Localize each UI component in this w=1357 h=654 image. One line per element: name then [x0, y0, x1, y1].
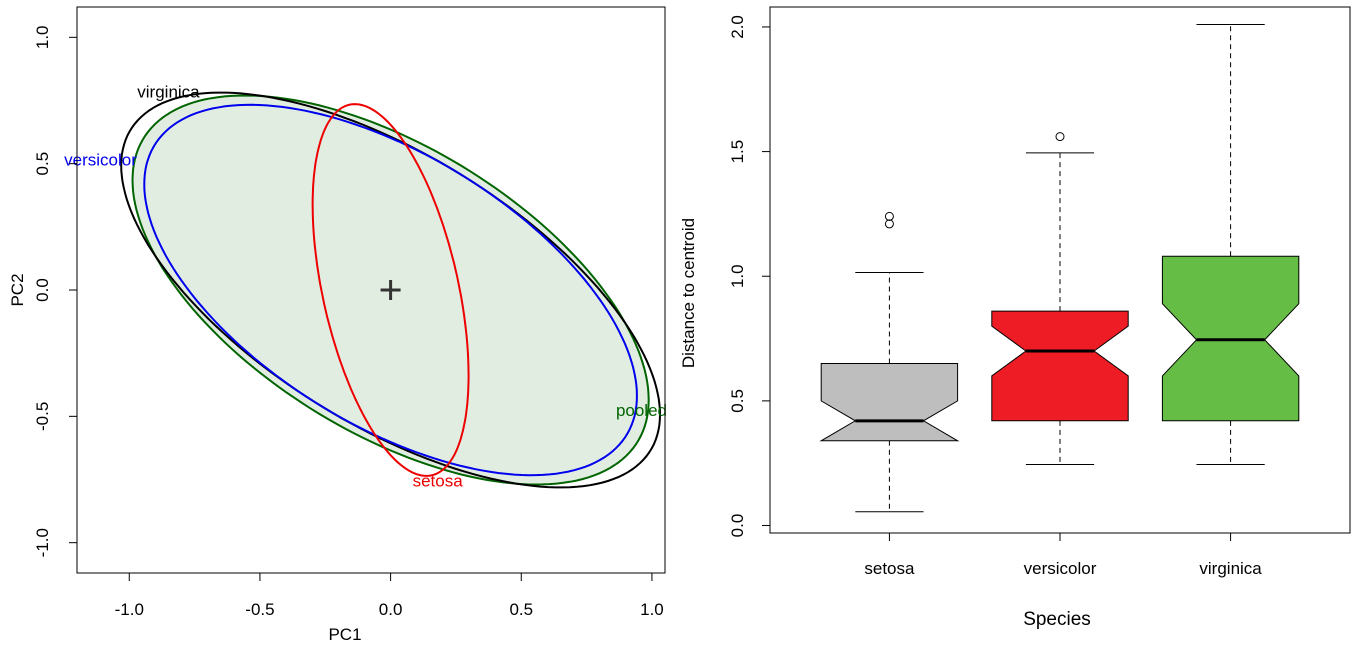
ellipse-label-setosa: setosa	[413, 472, 464, 491]
left-x-axis-title: PC1	[328, 625, 361, 644]
left-y-tick-label: -0.5	[33, 402, 52, 431]
ellipse-label-virginica: virginica	[137, 82, 200, 101]
right-x-axis: setosa versicolor virginica	[864, 532, 1262, 578]
left-x-axis: -1.0 -0.5 0.0 0.5 1.0	[115, 572, 664, 619]
outlier-point	[884, 219, 894, 229]
category-label-virginica: virginica	[1199, 559, 1262, 578]
left-y-axis-title: PC2	[8, 273, 27, 306]
box-virginica	[1161, 23, 1300, 465]
category-label-setosa: setosa	[864, 559, 915, 578]
pca-ellipse-plot: pooled virginica versicolor setosa -1.0 -0.5…	[8, 6, 667, 644]
ellipse-setosa	[311, 103, 470, 477]
outlier-point	[1055, 132, 1065, 142]
notched-box	[991, 310, 1129, 422]
right-y-axis: 0.0 0.5 1.0 1.5 2.0	[728, 15, 771, 538]
box-versicolor	[991, 132, 1129, 465]
left-y-tick-label: 0.5	[33, 152, 52, 176]
outlier-point	[884, 211, 894, 221]
ellipse-label-pooled: pooled	[616, 401, 667, 420]
notched-box	[819, 363, 960, 442]
right-x-axis-title: Species	[1023, 609, 1091, 630]
left-y-tick-label: -1.0	[33, 528, 52, 557]
box-group	[819, 23, 1300, 513]
right-y-tick-label: 2.0	[728, 15, 747, 39]
left-x-tick-label: 0.0	[379, 600, 403, 619]
ellipse-versicolor	[143, 103, 638, 477]
left-y-tick-label: 1.0	[33, 26, 52, 50]
left-x-tick-label: -0.5	[245, 600, 274, 619]
ellipse-virginica	[120, 91, 662, 489]
right-y-tick-label: 0.5	[728, 389, 747, 413]
right-y-axis-title: Distance to centroid	[679, 218, 698, 368]
category-label-versicolor: versicolor	[1024, 559, 1097, 578]
centroid-marker	[380, 280, 401, 300]
left-x-tick-label: 1.0	[640, 600, 664, 619]
right-y-tick-label: 1.0	[728, 264, 747, 288]
distance-boxplot: setosa versicolor virginica 0.0 0.5 1.0 1.5 2.…	[679, 6, 1351, 630]
left-y-tick-label: 0.0	[33, 278, 52, 302]
right-y-tick-label: 0.0	[728, 514, 747, 538]
box-setosa	[819, 211, 960, 513]
right-y-tick-label: 1.5	[728, 140, 747, 164]
left-x-tick-label: -1.0	[115, 600, 144, 619]
ellipse-label-group: pooled virginica versicolor setosa	[64, 82, 667, 490]
left-x-tick-label: 0.5	[509, 600, 533, 619]
ellipse-label-versicolor: versicolor	[64, 151, 137, 170]
left-y-axis: -1.0 -0.5 0.0 0.5 1.0	[33, 26, 78, 557]
